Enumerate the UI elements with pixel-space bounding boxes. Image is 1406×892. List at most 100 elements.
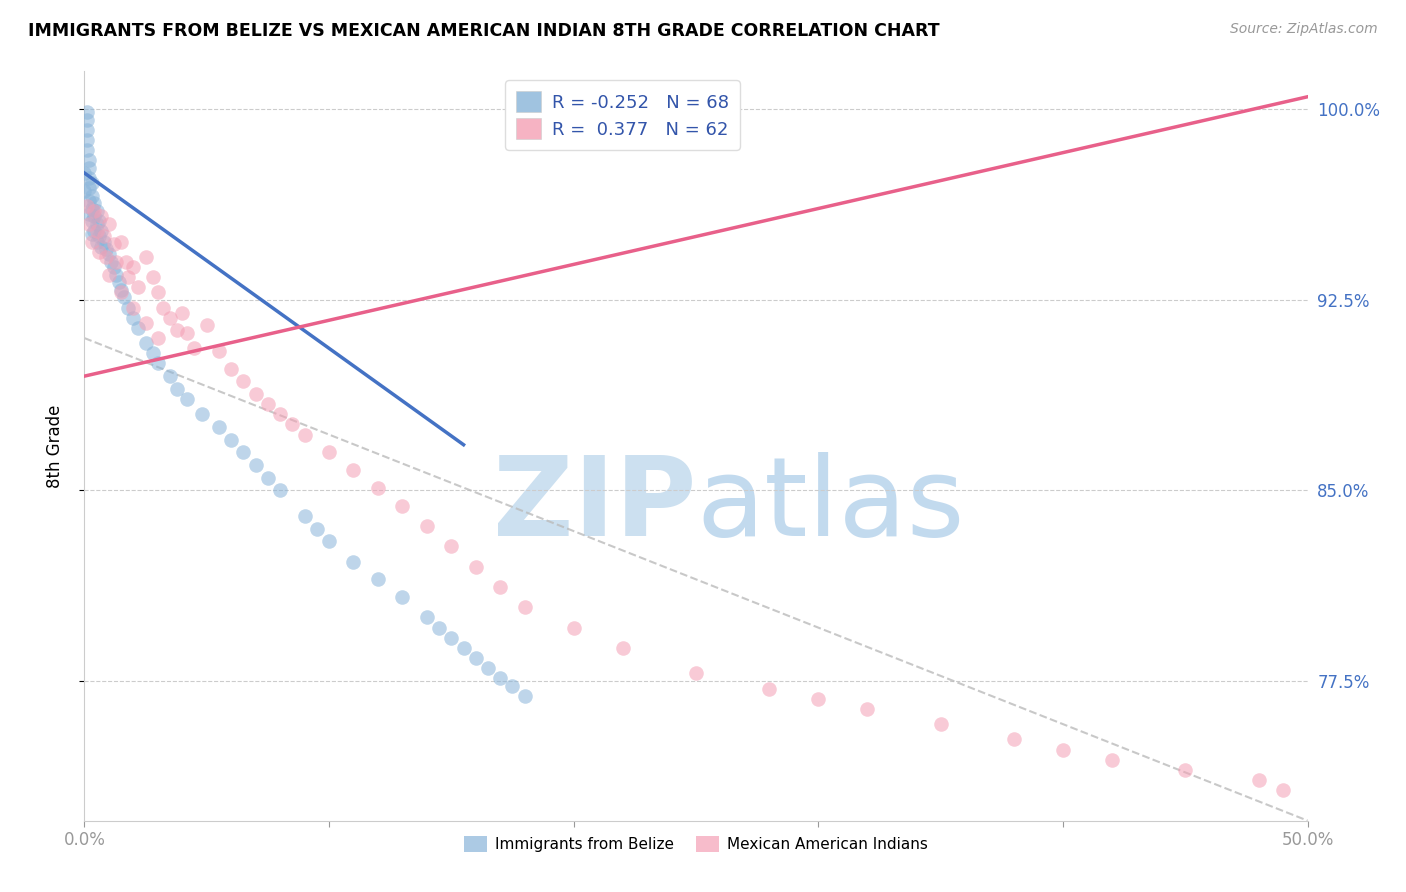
Point [219,361,242,376]
Point [80,214,103,228]
Point [76,143,98,157]
Point [135,316,157,330]
Point [135,336,157,351]
Point [122,301,145,315]
Point [146,285,169,300]
Point [342,555,364,569]
Point [245,387,267,401]
Text: atlas: atlas [696,452,965,559]
Point [87,214,110,228]
Point [142,346,165,360]
Point [77,171,100,186]
Point [76,122,98,136]
Point [115,255,138,269]
Point [110,285,132,300]
Point [416,519,439,533]
Point [97,217,120,231]
Point [80,235,103,249]
Point [856,702,879,716]
Point [80,202,103,216]
Point [176,392,198,406]
Point [440,539,463,553]
Point [477,661,499,675]
Point [318,445,340,459]
Point [269,407,291,421]
Point [77,153,100,168]
Point [513,600,536,615]
Point [107,275,129,289]
Point [464,651,486,665]
Point [166,382,188,396]
Text: ZIP: ZIP [492,452,696,559]
Point [76,133,98,147]
Point [77,161,100,175]
Point [73,184,96,198]
Point [105,268,128,282]
Point [117,301,139,315]
Point [489,672,512,686]
Point [929,717,952,731]
Point [612,640,634,655]
Point [73,166,96,180]
Point [87,244,110,259]
Point [1174,763,1197,777]
Point [427,621,450,635]
Point [142,270,165,285]
Point [96,242,118,256]
Point [257,471,280,485]
Point [1002,732,1025,747]
Point [758,681,780,696]
Point [86,224,108,238]
Point [1052,742,1074,756]
Point [135,250,157,264]
Point [76,105,98,120]
Point [146,356,169,370]
Point [93,229,115,244]
Point [83,204,105,219]
Point [176,326,198,340]
Point [86,217,108,231]
Legend: Immigrants from Belize, Mexican American Indians: Immigrants from Belize, Mexican American… [458,830,934,858]
Point [1247,772,1270,787]
Point [391,499,413,513]
Point [103,237,125,252]
Point [112,290,135,304]
Point [416,610,439,624]
Point [159,369,181,384]
Point [1272,783,1295,797]
Point [83,196,105,211]
Point [90,239,112,253]
Point [342,463,364,477]
Point [80,176,103,190]
Point [152,301,174,315]
Point [80,189,103,203]
Point [127,321,149,335]
Point [208,420,231,434]
Point [122,260,145,274]
Point [77,206,100,220]
Point [127,280,149,294]
Point [281,417,304,432]
Point [318,534,340,549]
Point [90,209,112,223]
Point [110,235,132,249]
Point [391,590,413,604]
Point [367,572,389,586]
Point [219,433,242,447]
Point [305,522,328,536]
Point [232,445,254,459]
Point [77,217,100,231]
Text: Source: ZipAtlas.com: Source: ZipAtlas.com [1230,22,1378,37]
Point [440,631,463,645]
Point [166,323,188,337]
Point [105,255,128,269]
Point [122,310,145,325]
Point [83,209,105,223]
Point [685,666,707,681]
Point [807,691,830,706]
Point [245,458,267,472]
Point [97,247,120,261]
Point [294,508,316,523]
Point [257,397,280,411]
Point [159,310,181,325]
